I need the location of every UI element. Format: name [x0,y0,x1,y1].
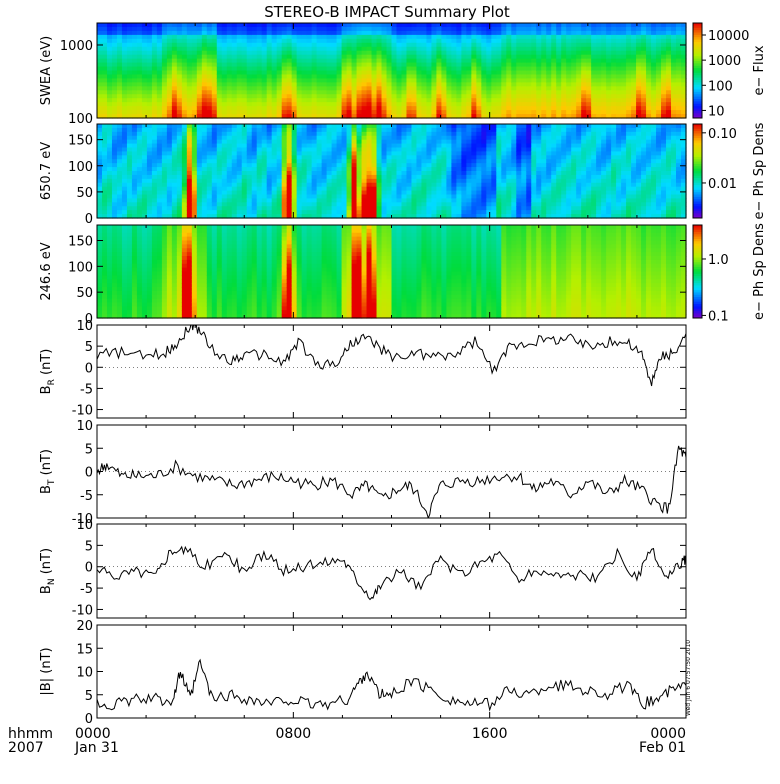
y-tick-label: -10 [72,404,93,419]
colorbar-tick-label: 0.1 [708,309,729,324]
time-tick-label: 1600 [472,726,508,742]
panel-br: -10 -5 0 5 10 BR (nT) [39,319,686,419]
y-axis-label: BN (nT) [39,548,57,594]
y-tick-label: 5 [85,539,93,554]
y-axis-label: SWEA (eV) [39,36,54,105]
y-tick-label: 15 [76,642,93,657]
y-tick-label: 150 [68,134,93,149]
y-tick-label: 150 [68,235,93,250]
y-tick-label: 50 [76,286,93,301]
series-line-br [97,321,686,386]
y-axis-label: 650.7 eV [39,142,54,200]
colorbar-tick-label: 10000 [708,29,749,44]
panel-btot: 0 5 10 15 20 |B| (nT) [39,619,686,727]
panel-bn: -10 -5 0 5 10 BN (nT) [39,518,686,618]
y-tick-label: 0 [85,466,93,481]
y-tick-label: 5 [85,442,93,457]
colorbar-tick-label: 1.0 [708,253,729,268]
y-tick-label: 10 [76,419,93,434]
panel-pad650: 0.01 0.10 e− Ph Sp Dens 0 50 100 150 650.7 eV [39,122,767,227]
y-tick-label: 5 [85,689,93,704]
time-tick-date: Feb 01 [639,740,686,756]
panel-frame [97,524,686,618]
y-tick-label: 0 [85,561,93,576]
series-line-btot [97,660,686,710]
y-tick-label: -5 [80,382,93,397]
colorbar-label: e− Ph Sp Dens [752,223,767,320]
colorbar-tick-label: 0.10 [708,127,737,142]
colorbar-tick-label: 100 [708,79,733,94]
y-tick-label: 0 [85,712,93,727]
colorbar-label: e− Flux [752,45,767,95]
year-label: 2007 [8,740,44,756]
colorbar-pad246: 0.1 1.0 e− Ph Sp Dens [693,223,767,325]
colorbar-tick-label: 10 [708,104,725,119]
panel-frame [97,625,686,718]
y-tick-label: 0 [85,361,93,376]
timestamp-label: Wed Jun 6 07:57:50 2010 [685,640,692,716]
y-tick-label: 100 [68,260,93,275]
y-tick-label: 10 [76,319,93,334]
y-tick-label: -5 [80,489,93,504]
y-axis-label: |B| (nT) [39,647,54,695]
colorbar-pad650: 0.01 0.10 e− Ph Sp Dens [693,122,767,219]
y-tick-label: 100 [68,160,93,175]
y-tick-label: 100 [68,112,93,127]
time-tick-label: 0800 [276,726,312,742]
y-tick-label: -5 [80,582,93,597]
y-axis-label: BT (nT) [39,449,57,494]
y-tick-label: 10 [76,518,93,533]
series-line-bn [97,547,686,600]
colorbar-tick-label: 1000 [708,54,741,69]
panel-frame [97,325,686,418]
y-tick-label: -10 [72,603,93,618]
series-line-bt [97,446,686,518]
y-axis-label: 246.6 eV [39,242,54,300]
y-tick-label: 50 [76,186,93,201]
time-tick-date: Jan 31 [74,740,119,756]
plot-title: STEREO-B IMPACT Summary Plot [264,3,510,21]
y-tick-label: 20 [76,619,93,634]
colorbar-label: e− Ph Sp Dens [752,122,767,219]
y-tick-label: 10 [76,666,93,681]
y-tick-label: 5 [85,340,93,355]
y-tick-label: 0 [85,212,93,227]
colorbar-tick-label: 0.01 [708,177,737,192]
y-tick-label: 1000 [60,39,93,54]
y-axis-label: BR (nT) [39,349,57,395]
